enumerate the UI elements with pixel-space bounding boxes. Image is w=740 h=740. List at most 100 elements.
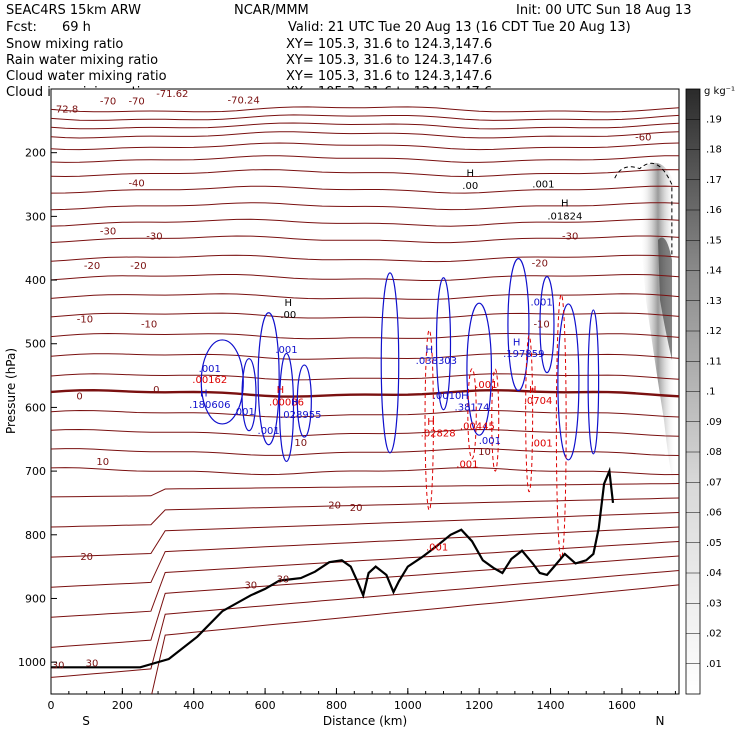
- colorbar-tick-label: .19: [706, 114, 722, 125]
- colorbar-ticks: .19 .18 .17 .16 .15 .14 .13 .12 .11 .1 .09 .08 .07 .0…: [686, 114, 722, 670]
- temperature-contour: [51, 254, 679, 263]
- y-tick-label: 800: [25, 529, 46, 542]
- temperature-contour: [51, 273, 679, 281]
- temperature-contour: [51, 570, 679, 678]
- field-value-label: H: [461, 391, 469, 402]
- cloud-water-contour: [557, 303, 580, 461]
- colorbar-tick-label: .03: [706, 598, 722, 609]
- temperature-label: -71.62: [156, 89, 188, 100]
- temperature-label: 20: [328, 500, 341, 511]
- temperature-contour: [51, 332, 679, 340]
- temperature-contour: [51, 526, 679, 588]
- temperature-contour: [51, 142, 679, 151]
- temperature-label: 10: [294, 438, 307, 449]
- field-value-label: .001: [456, 460, 478, 471]
- temperature-contour: [51, 114, 679, 121]
- x-tick-label: 600: [255, 699, 276, 712]
- field-value-label: .001: [532, 180, 554, 191]
- field-xy-cloud-water: XY= 105.3, 31.6 to 124.3,147.6: [286, 69, 492, 84]
- y-tick-label: 400: [25, 274, 46, 287]
- freezing-level-contour: [51, 388, 679, 398]
- x-tick-label: 1600: [608, 699, 636, 712]
- temperature-label: -10: [141, 320, 157, 331]
- field-value-label: H: [466, 169, 474, 180]
- temperature-label: 30: [244, 581, 257, 592]
- temperature-contour: [51, 497, 679, 528]
- temperature-contour: [51, 202, 679, 211]
- field-value-label: .038303: [416, 356, 457, 367]
- rain-water-contour: [467, 368, 477, 460]
- rain-water-contours: [424, 294, 567, 560]
- field-xy-snow: XY= 105.3, 31.6 to 124.3,147.6: [286, 37, 492, 52]
- field-value-label: .0704: [524, 396, 553, 407]
- colorbar-tick-label: .09: [706, 417, 722, 428]
- snow-contours: [614, 162, 673, 255]
- field-value-label: .001: [530, 297, 552, 308]
- temperature-contour: [51, 512, 679, 558]
- temperature-label: 20: [80, 552, 93, 563]
- cloud-water-contour: [200, 339, 244, 425]
- temperature-label: 0: [76, 392, 82, 403]
- temperature-label: -70: [128, 97, 144, 108]
- forecast-hour: 69 h: [62, 20, 91, 35]
- colorbar-tick-label: .1: [706, 387, 716, 398]
- rain-water-contour: [424, 329, 434, 511]
- org-label: NCAR/MMM: [234, 3, 309, 18]
- colorbar-tick-label: .11: [706, 356, 722, 367]
- rain-water-contour: [555, 294, 567, 560]
- colorbar-tick-label: .08: [706, 447, 722, 458]
- valid-time: Valid: 21 UTC Tue 20 Aug 13 (16 CDT Tue …: [288, 20, 631, 35]
- field-value-label: H: [427, 417, 435, 428]
- field-value-labels: H.00H.00.001H.01824.001.00162H.180606.00…: [189, 169, 582, 554]
- temperature-label: 20: [350, 503, 363, 514]
- colorbar-tick-label: .16: [706, 205, 722, 216]
- field-value-label: H: [277, 385, 285, 396]
- axes: 0 200 400 600 800 1000 1200 1400 160020030040050…: [18, 147, 676, 712]
- rain-water-contour: [491, 368, 500, 472]
- cloud-water-contour: [278, 352, 295, 463]
- field-name-snow: Snow mixing ratio: [6, 37, 123, 52]
- y-axis-label: Pressure (hPa): [4, 348, 18, 434]
- south-label: S: [82, 714, 90, 728]
- field-value-label: H: [200, 388, 208, 399]
- colorbar-unit: g kg⁻¹: [704, 86, 735, 97]
- temperature-label: 10: [478, 447, 491, 458]
- x-tick-label: 1000: [394, 699, 422, 712]
- field-value-label: .38174: [455, 402, 490, 413]
- cloud-water-contour: [296, 364, 312, 438]
- temperature-contour: [51, 447, 679, 456]
- cloud-ice-core: [658, 237, 672, 360]
- field-value-label: H: [513, 337, 521, 348]
- temperature-label: 10: [96, 457, 109, 468]
- temperature-label: 0: [153, 385, 159, 396]
- field-name-cloud-water: Cloud water mixing ratio: [6, 69, 167, 84]
- temperature-label: 30: [86, 658, 99, 669]
- temperature-contour: [51, 483, 679, 498]
- temperature-contour: [51, 235, 679, 244]
- colorbar-tick-label: .18: [706, 145, 722, 156]
- temperature-contour: [51, 155, 679, 163]
- field-value-label: .01824: [547, 211, 582, 222]
- temperature-label: -20: [130, 261, 146, 272]
- temperature-labels: -72.8 -70 -70 -71.62 -70.24 -60 -40 -30 -30 -30 -2…: [52, 89, 652, 671]
- init-time: Init: 00 UTC Sun 18 Aug 13: [516, 3, 691, 18]
- colorbar-tick-label: .17: [706, 175, 722, 186]
- cloud-water-contour: [241, 358, 257, 432]
- cloud-water-contour: [466, 302, 493, 436]
- field-value-label: .0010: [433, 391, 462, 402]
- y-tick-label: 1000: [18, 656, 46, 669]
- x-tick-label: 1200: [465, 699, 493, 712]
- cloud-water-contours: [200, 258, 600, 463]
- temperature-label: -60: [635, 132, 651, 143]
- temperature-contour: [51, 122, 679, 130]
- temperature-contour: [51, 373, 679, 381]
- temperature-contour: [51, 312, 679, 319]
- temperature-contour: [51, 353, 679, 360]
- field-value-label: .001: [475, 380, 497, 391]
- temperature-label: -40: [128, 178, 144, 189]
- cloud-water-contour: [380, 272, 400, 454]
- model-title: SEAC4RS 15km ARW: [6, 3, 141, 18]
- temperature-label: 30: [52, 660, 65, 671]
- y-tick-label: 900: [25, 592, 46, 605]
- field-value-label: .001: [233, 407, 255, 418]
